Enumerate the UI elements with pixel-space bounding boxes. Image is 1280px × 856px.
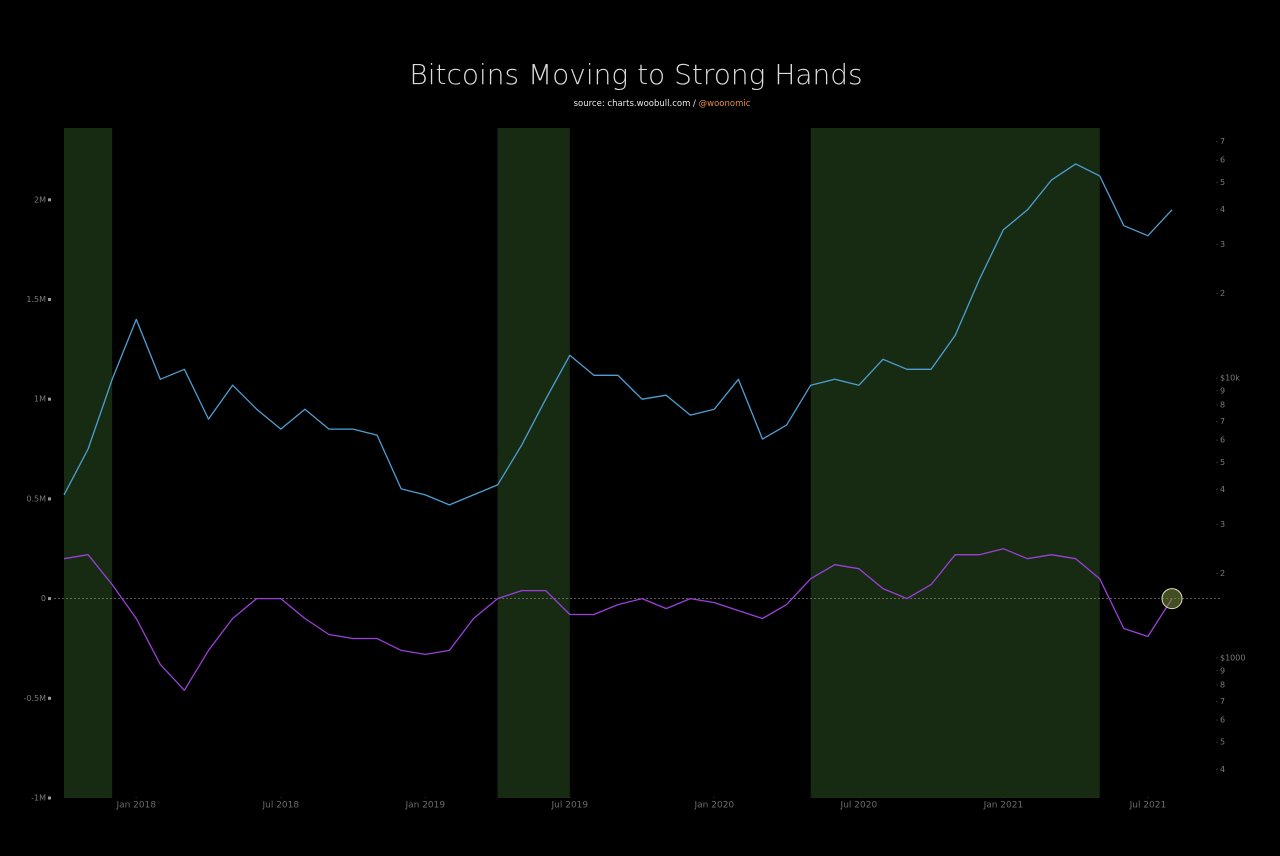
shaded-region	[497, 128, 570, 798]
y-tick-mark	[48, 198, 51, 202]
y2-tick-label: 9	[1220, 666, 1225, 675]
y2-tick-label: 8	[1220, 681, 1225, 690]
x-tick-label: Jul 2018	[261, 801, 299, 811]
x-tick-label: Jan 2018	[115, 801, 156, 811]
y-tick-mark	[48, 796, 51, 800]
y2-tick-label: 5	[1220, 458, 1225, 467]
y2-tick-label: 5	[1220, 178, 1225, 187]
y2-tick-label: 6	[1220, 436, 1225, 445]
y-tick-label: -1M	[31, 794, 46, 803]
y-tick-label: -0.5M	[23, 694, 46, 703]
y-tick-label: 0.5M	[26, 494, 46, 503]
y-tick-mark	[48, 497, 51, 501]
y2-tick-label: 3	[1220, 240, 1225, 249]
series-line	[63, 548, 1173, 691]
shaded-region	[810, 128, 1100, 798]
y-tick-mark	[48, 597, 51, 601]
y2-tick-label: 2	[1220, 569, 1225, 578]
y-tick-mark	[48, 397, 51, 401]
y-tick-mark	[48, 297, 51, 301]
y-tick-label: 1M	[34, 395, 46, 404]
shaded-region	[64, 128, 113, 798]
x-tick-label: Jul 2021	[1129, 801, 1167, 811]
y2-tick-label: 6	[1220, 716, 1225, 725]
y2-tick-label: 8	[1220, 401, 1225, 410]
y2-tick-label: $1000	[1220, 653, 1245, 662]
y-tick-label: 2M	[34, 195, 46, 204]
series-line	[63, 163, 1173, 506]
y-tick-mark	[48, 696, 51, 700]
y-tick-label: 0	[41, 594, 46, 603]
x-tick-label: Jul 2020	[840, 801, 878, 811]
y2-tick-label: 4	[1220, 205, 1225, 214]
y-tick-label: 1.5M	[26, 295, 46, 304]
x-tick-label: Jan 2019	[404, 801, 445, 811]
latest-point	[1161, 588, 1183, 610]
y2-tick-label: $10k	[1220, 374, 1240, 383]
y2-tick-label: 5	[1220, 738, 1225, 747]
y2-tick-label: 6	[1220, 156, 1225, 165]
subtitle-source: source: charts.woobull.com /	[574, 99, 696, 109]
x-tick-label: Jul 2019	[551, 801, 589, 811]
y2-tick-label: 9	[1220, 386, 1225, 395]
y2-tick-label: 2	[1220, 289, 1225, 298]
x-tick-label: Jan 2020	[694, 801, 735, 811]
subtitle-handle: @woonomic	[699, 99, 751, 109]
chart-title: Bitcoins Moving to Strong Hands	[409, 58, 862, 91]
x-tick-label: Jan 2021	[983, 801, 1024, 811]
plot-area: 2M 1.5M 1M 0.5M 0 -0.5M -1M 7 6 5 4 3 2 $10k 9 8 7 6 5 4 3 2 $…	[23, 128, 1245, 811]
y2-tick-label: 7	[1220, 137, 1225, 146]
y2-tick-label: 4	[1220, 765, 1225, 774]
y2-tick-label: 3	[1220, 520, 1225, 529]
y2-tick-label: 7	[1220, 697, 1225, 706]
y2-tick-label: 7	[1220, 417, 1225, 426]
y2-tick-label: 4	[1220, 485, 1225, 494]
subtitle: source: charts.woobull.com / @woonomic	[574, 99, 751, 109]
